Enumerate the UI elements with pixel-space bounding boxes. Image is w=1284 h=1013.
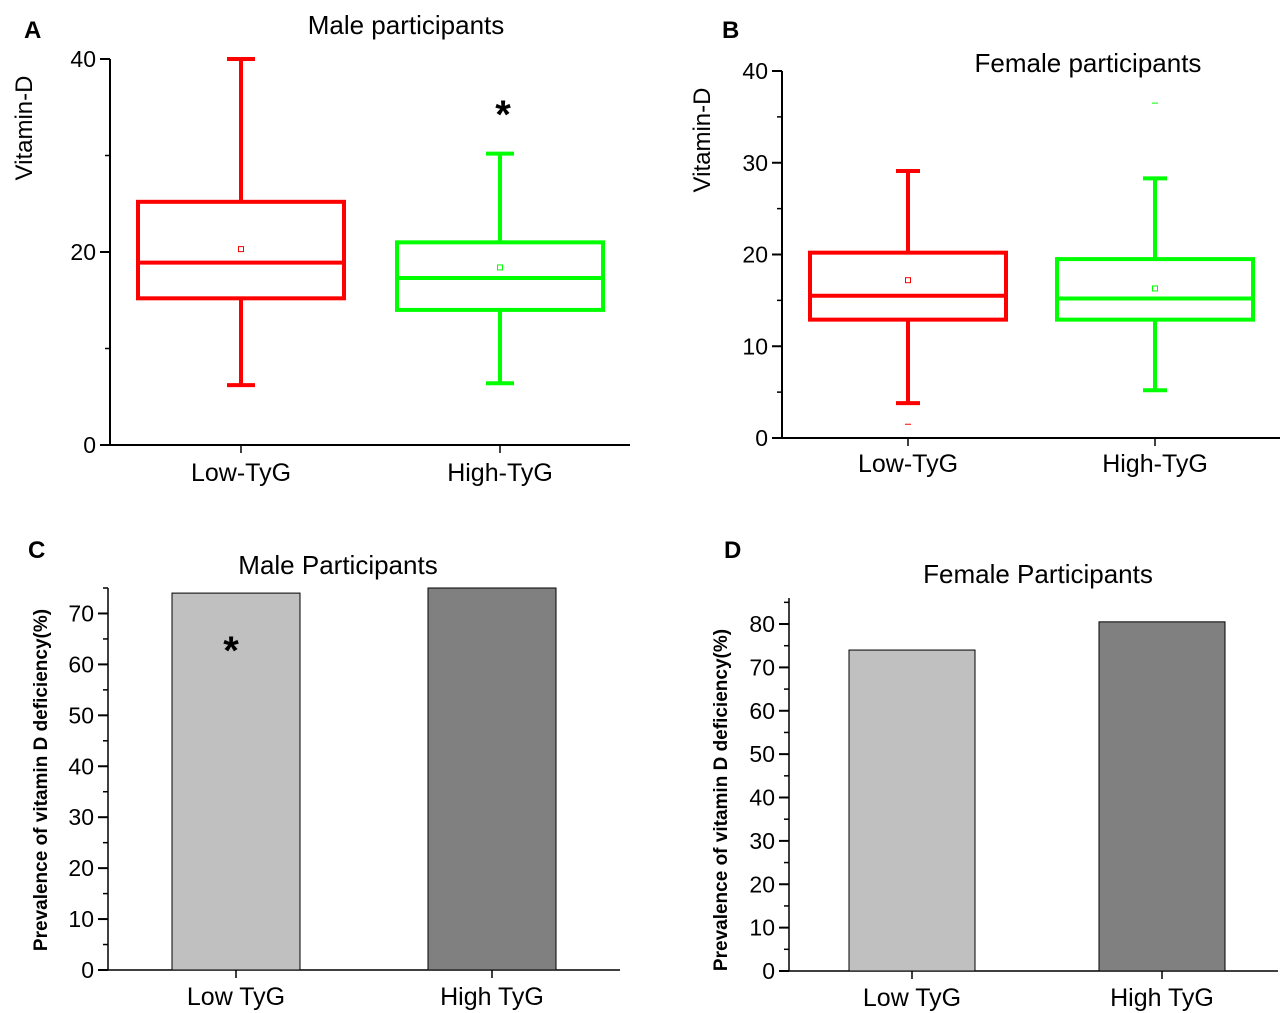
y-tick-label: 40 (749, 785, 775, 811)
panel-c: C Male Participants Prevalence of vitami… (28, 537, 620, 1011)
y-axis-ticks: 0 10 20 30 40 50 60 70 80 (749, 601, 1163, 984)
y-tick-label: 10 (749, 915, 775, 941)
y-tick-label: 20 (68, 855, 94, 881)
panel-letter: C (28, 537, 45, 564)
y-tick-label: 50 (68, 702, 94, 728)
y-tick-label: 0 (762, 958, 775, 984)
y-tick-label: 60 (749, 698, 775, 724)
chart-title: Male Participants (238, 550, 437, 580)
iqr-box (808, 250, 1008, 322)
significance-marker: * (495, 93, 511, 137)
y-tick-label: 20 (742, 242, 768, 268)
x-tick-label: High-TyG (447, 459, 553, 487)
chart-title: Female Participants (923, 559, 1153, 589)
x-tick-label: Low TyG (187, 983, 285, 1011)
y-tick-label: 0 (81, 957, 94, 983)
panel-b: B Female participants Vitamin-D 0 10 20 30 4… (689, 17, 1280, 478)
panel-a: A Male participants Vitamin-D 0 20 40 Low-… (11, 10, 630, 487)
y-tick-label: 70 (749, 654, 775, 680)
y-tick-label: 50 (749, 741, 775, 767)
panel-letter: B (722, 17, 739, 44)
y-tick-label: 10 (68, 906, 94, 932)
y-axis-ticks: 0 10 20 30 40 50 60 70 (68, 587, 493, 983)
y-tick-label: 30 (742, 150, 768, 176)
panel-d: D Female Participants Prevalence of vita… (711, 537, 1278, 1012)
y-axis-label: Vitamin-D (11, 76, 38, 181)
x-tick-label: Low TyG (863, 984, 961, 1012)
panel-letter: A (24, 17, 41, 44)
y-tick-label: 0 (83, 432, 96, 458)
x-tick-label: High-TyG (1102, 450, 1208, 478)
y-tick-label: 60 (68, 651, 94, 677)
bar (427, 587, 557, 971)
y-tick-label: 40 (70, 46, 96, 72)
y-tick-label: 80 (749, 611, 775, 637)
x-tick-label: High TyG (1110, 984, 1214, 1012)
y-axis-label: Vitamin-D (689, 88, 716, 193)
bar-marks (171, 587, 557, 971)
x-tick-label: Low-TyG (858, 450, 958, 478)
iqr-box (136, 199, 346, 301)
bar (1098, 621, 1226, 972)
bar (171, 592, 301, 971)
x-tick-label: Low-TyG (191, 459, 291, 487)
y-tick-label: 0 (755, 425, 768, 451)
bar-marks (848, 621, 1226, 972)
y-axis-ticks: 0 10 20 30 40 (742, 58, 1156, 451)
mean-marker (497, 264, 503, 271)
y-tick-label: 70 (68, 600, 94, 626)
chart-title: Female participants (975, 48, 1202, 78)
boxplot-marks (136, 57, 605, 388)
y-tick-label: 30 (749, 828, 775, 854)
x-tick-label: High TyG (440, 983, 544, 1011)
y-axis-label: Prevalence of vitamin D deficiency(%) (31, 609, 52, 951)
y-tick-label: 40 (742, 58, 768, 84)
y-tick-label: 10 (742, 333, 768, 359)
y-axis-ticks: 0 20 40 (70, 46, 501, 458)
mean-marker (1152, 285, 1158, 292)
significance-marker: * (223, 629, 239, 673)
iqr-box (1055, 257, 1255, 322)
y-tick-label: 20 (749, 871, 775, 897)
y-axis-label: Prevalence of vitamin D deficiency(%) (711, 629, 732, 971)
mean-marker (238, 246, 244, 253)
panel-letter: D (724, 537, 741, 564)
y-tick-label: 40 (68, 753, 94, 779)
y-tick-label: 20 (70, 239, 96, 265)
chart-title: Male participants (308, 10, 505, 40)
boxplot-marks (808, 102, 1255, 425)
mean-marker (905, 277, 911, 284)
y-tick-label: 30 (68, 804, 94, 830)
bar (848, 649, 976, 972)
